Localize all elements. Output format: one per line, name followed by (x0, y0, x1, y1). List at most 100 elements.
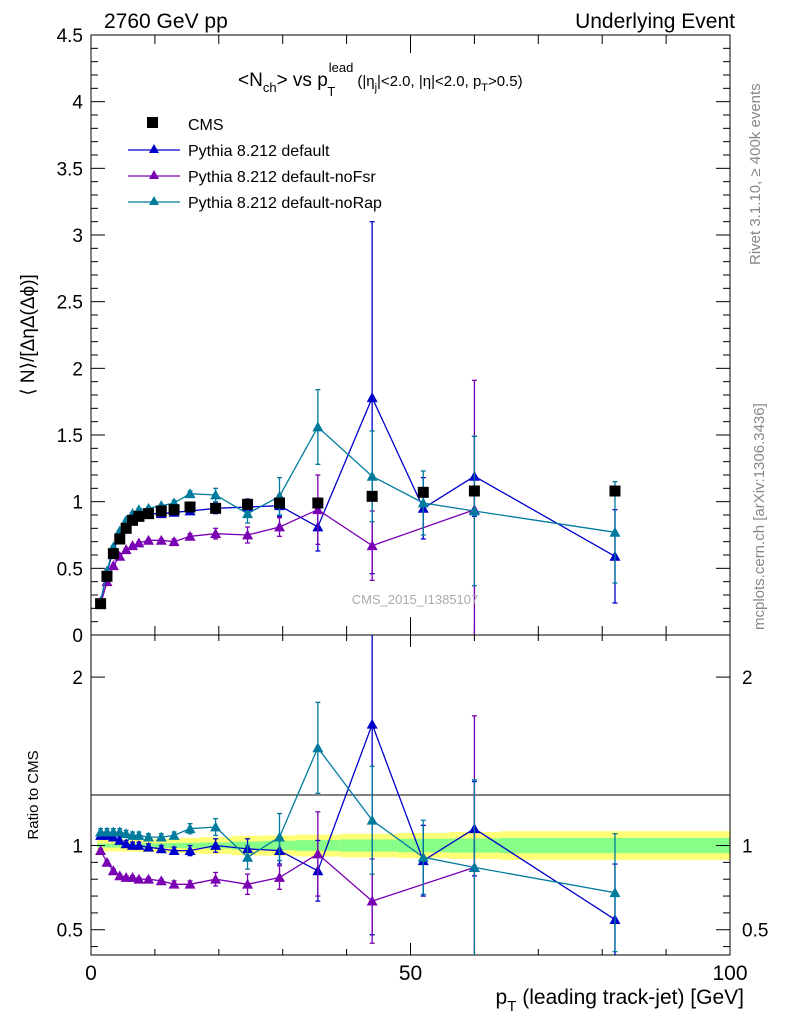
ratio-point-norap (143, 831, 155, 842)
band-green-segment (103, 843, 111, 848)
legend-label-nofsr: Pythia 8.212 default-noFsr (188, 169, 376, 186)
data-point-cms (120, 522, 132, 534)
lower-y-tick-label-right: 0.5 (742, 921, 768, 942)
lower-y-tick-label-left: 0.5 (57, 921, 83, 942)
band-green-segment (340, 839, 398, 852)
band-green-segment (110, 843, 117, 848)
data-point-nofsr (107, 560, 119, 571)
data-point-nofsr (120, 544, 132, 555)
legend: CMS Pythia 8.212 default Pythia 8.212 de… (128, 117, 382, 212)
ratio-point-norap (114, 826, 126, 837)
ratio-point-nofsr (312, 848, 324, 859)
upper-y-tick-label: 3.5 (57, 159, 83, 180)
ratio-point-norap (274, 831, 286, 842)
ratio-point-nofsr (366, 895, 378, 906)
ratio-point-nofsr (107, 865, 119, 876)
lower-axis-tick-labels: 0 50 100 0.5 0.5 1 1 2 2 (57, 668, 769, 985)
data-point-cms (242, 498, 254, 510)
data-point-nofsr (133, 537, 145, 548)
series-line-nofsr (99, 508, 475, 605)
ratio-point-nofsr (101, 856, 113, 867)
upper-y-tick-label: 4 (72, 93, 83, 114)
ratio-point-default (210, 840, 222, 850)
ratio-point-norap (168, 829, 180, 840)
upper-y-tick-label: 0.5 (57, 559, 83, 580)
legend-label-default: Pythia 8.212 default (188, 143, 330, 160)
rivet-version-label: Rivet 3.1.10, ≥ 400k events (747, 83, 764, 265)
data-point-cms (114, 533, 126, 545)
ratio-point-nofsr (274, 872, 286, 882)
data-point-cms (366, 490, 378, 502)
data-point-norap (242, 508, 254, 519)
data-point-cms (468, 485, 480, 497)
ratio-point-norap (184, 823, 196, 834)
data-point-cms (127, 514, 139, 526)
upper-y-tick-label: 4.5 (57, 26, 83, 47)
ratio-point-nofsr (155, 875, 167, 886)
data-point-nofsr (312, 504, 324, 515)
data-point-norap (184, 488, 196, 499)
header-analysis-label: Underlying Event (575, 10, 735, 33)
ratio-point-norap (155, 831, 167, 842)
ratio-point-nofsr (133, 873, 145, 884)
lower-y-tick-label-left: 1 (72, 837, 83, 858)
ratio-point-nofsr (143, 873, 155, 884)
ratio-point-default (143, 841, 155, 852)
data-point-nofsr (155, 534, 167, 545)
data-point-cms (609, 485, 621, 497)
header-collision-label: 2760 GeV pp (104, 10, 228, 33)
ratio-point-norap (417, 851, 429, 862)
x-tick-label: 50 (399, 962, 422, 985)
ratio-point-norap (210, 821, 222, 832)
upper-y-tick-label: 3 (72, 226, 83, 247)
lower-y-tick-label-right: 2 (742, 668, 753, 689)
upper-y-tick-label: 2.5 (57, 293, 83, 314)
ratio-line-nofsr (100, 850, 475, 902)
data-point-nofsr (143, 534, 155, 545)
ratio-point-default (184, 845, 196, 855)
upper-y-tick-label: 1.5 (57, 426, 83, 447)
ratio-point-default (366, 718, 378, 729)
data-point-cms (210, 502, 222, 514)
legend-marker-cms (147, 117, 158, 128)
series-line-default (99, 396, 616, 602)
lower-y-tick-label-left: 2 (72, 668, 83, 689)
ratio-point-default (168, 845, 180, 855)
ratio-point-norap (120, 828, 132, 839)
legend-marker-norap (149, 196, 159, 205)
x-axis-label: pT (leading track-jet) [GeV] (496, 986, 744, 1015)
ratio-point-nofsr (95, 845, 107, 855)
lower-panel: 0 50 100 0.5 0.5 1 1 2 2 (57, 634, 769, 985)
x-tick-label: 100 (712, 962, 747, 985)
data-point-cms (417, 486, 429, 498)
data-point-cms (101, 570, 113, 582)
ratio-point-nofsr (168, 878, 180, 889)
upper-frame (90, 34, 731, 636)
x-tick-label: 0 (85, 962, 97, 985)
upper-y-tick-label: 1 (72, 493, 83, 514)
data-point-nofsr (274, 521, 286, 532)
plot-title: <Nch> vs plead T(|ηj|<2.0, |η|<2.0, pT>0.… (238, 60, 523, 99)
data-point-cms (312, 497, 324, 509)
legend-label-cms: CMS (188, 117, 224, 134)
ratio-point-default (133, 840, 145, 850)
data-point-nofsr (210, 528, 222, 539)
ratio-point-default (155, 843, 167, 854)
legend-label-norap: Pythia 8.212 default-noRap (188, 195, 382, 212)
ratio-point-default (107, 831, 119, 842)
ratio-line-default (100, 722, 616, 921)
ratio-point-default (114, 834, 126, 845)
data-point-nofsr (366, 540, 378, 551)
ratio-point-norap (133, 829, 145, 840)
data-point-norap (312, 421, 324, 432)
legend-marker-nofsr (149, 170, 159, 179)
upper-panel: 0 0.5 1 1.5 2 2.5 3 3.5 4 4.5 (57, 26, 731, 647)
upper-axis-ticks (90, 34, 731, 636)
ratio-point-nofsr (114, 870, 126, 881)
data-point-nofsr (184, 530, 196, 541)
legend-marker-default (149, 144, 159, 153)
data-point-nofsr (242, 529, 254, 540)
band-green-segment (116, 843, 123, 848)
analysis-watermark: CMS_2015_I1385107 (352, 592, 479, 607)
